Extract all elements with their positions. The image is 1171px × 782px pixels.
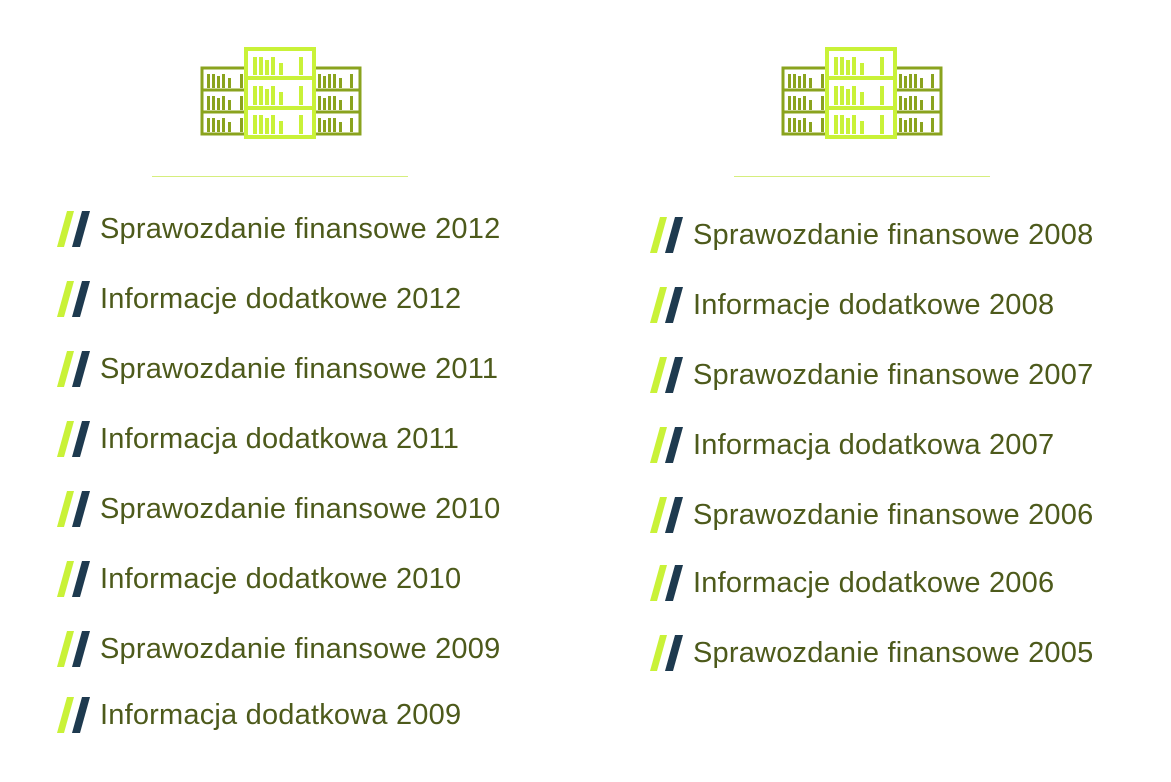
double-slash-icon	[650, 287, 683, 323]
double-slash-icon	[57, 697, 90, 733]
bookshelf-icon	[200, 47, 362, 139]
document-link[interactable]: Sprawozdanie finansowe 2007	[693, 358, 1094, 391]
list-item[interactable]: Sprawozdanie finansowe 2008	[648, 213, 1093, 257]
list-item[interactable]: Informacja dodatkowa 2009	[55, 693, 500, 737]
double-slash-icon	[650, 565, 683, 601]
document-link[interactable]: Informacje dodatkowe 2012	[100, 282, 462, 315]
document-link[interactable]: Informacje dodatkowe 2006	[693, 566, 1055, 599]
bookshelf-icon	[781, 47, 943, 139]
list-item[interactable]: Sprawozdanie finansowe 2011	[55, 347, 500, 391]
document-link[interactable]: Sprawozdanie finansowe 2006	[693, 498, 1094, 531]
double-slash-icon	[57, 631, 90, 667]
document-link[interactable]: Informacja dodatkowa 2007	[693, 428, 1055, 461]
document-link[interactable]: Informacje dodatkowe 2010	[100, 562, 462, 595]
list-item[interactable]: Sprawozdanie finansowe 2010	[55, 487, 500, 531]
double-slash-icon	[650, 635, 683, 671]
list-item[interactable]: Sprawozdanie finansowe 2005	[648, 631, 1093, 675]
list-item[interactable]: Sprawozdanie finansowe 2007	[648, 353, 1093, 397]
double-slash-icon	[650, 357, 683, 393]
list-item[interactable]: Informacje dodatkowe 2008	[648, 283, 1093, 327]
list-item[interactable]: Sprawozdanie finansowe 2006	[648, 493, 1093, 537]
double-slash-icon	[650, 497, 683, 533]
list-item[interactable]: Informacja dodatkowa 2011	[55, 417, 500, 461]
document-link[interactable]: Sprawozdanie finansowe 2012	[100, 212, 501, 245]
double-slash-icon	[650, 217, 683, 253]
double-slash-icon	[57, 561, 90, 597]
divider	[152, 176, 408, 177]
double-slash-icon	[57, 281, 90, 317]
document-list: Sprawozdanie finansowe 2012 Informacje d…	[55, 207, 500, 763]
document-link[interactable]: Sprawozdanie finansowe 2011	[100, 352, 499, 385]
double-slash-icon	[57, 491, 90, 527]
document-link[interactable]: Informacja dodatkowa 2011	[100, 422, 460, 455]
list-item[interactable]: Informacje dodatkowe 2006	[648, 561, 1093, 605]
document-link[interactable]: Informacje dodatkowe 2008	[693, 288, 1055, 321]
document-link[interactable]: Sprawozdanie finansowe 2009	[100, 632, 501, 665]
double-slash-icon	[57, 351, 90, 387]
document-link[interactable]: Sprawozdanie finansowe 2005	[693, 636, 1094, 669]
list-item[interactable]: Informacja dodatkowa 2007	[648, 423, 1093, 467]
list-item[interactable]: Sprawozdanie finansowe 2012	[55, 207, 500, 251]
document-link[interactable]: Sprawozdanie finansowe 2010	[100, 492, 501, 525]
document-link[interactable]: Sprawozdanie finansowe 2008	[693, 218, 1094, 251]
list-item[interactable]: Informacje dodatkowe 2010	[55, 557, 500, 601]
double-slash-icon	[57, 421, 90, 457]
list-item[interactable]: Sprawozdanie finansowe 2009	[55, 627, 500, 671]
double-slash-icon	[57, 211, 90, 247]
list-item[interactable]: Informacje dodatkowe 2012	[55, 277, 500, 321]
document-link[interactable]: Informacja dodatkowa 2009	[100, 698, 462, 731]
double-slash-icon	[650, 427, 683, 463]
document-list: Sprawozdanie finansowe 2008 Informacje d…	[648, 213, 1093, 701]
divider	[734, 176, 990, 177]
